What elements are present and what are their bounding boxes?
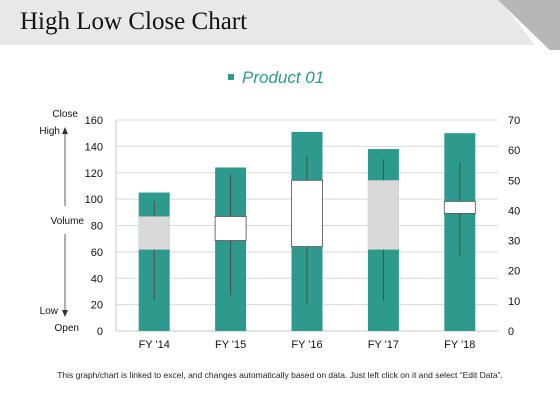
left-axis-tick-label: 20: [91, 300, 103, 312]
left-axis-tick-label: 160: [85, 115, 103, 127]
x-axis-tick-label: FY '15: [215, 339, 246, 351]
down-arrow-head: [62, 310, 68, 317]
left-axis-tick-label: 0: [97, 326, 103, 338]
x-axis-tick-label: FY '17: [368, 339, 399, 351]
side-label-close: Close: [52, 109, 78, 120]
title-bar: High Low Close Chart: [0, 0, 560, 50]
side-label-low: Low: [40, 306, 59, 317]
x-axis-tick-label: FY '18: [444, 339, 475, 351]
open-close-box: [214, 216, 247, 241]
side-label-volume: Volume: [51, 216, 85, 227]
right-axis-tick-label: 0: [508, 326, 514, 338]
right-axis-tick-label: 30: [508, 236, 520, 248]
left-axis-tick-label: 80: [91, 221, 103, 233]
slide-title: High Low Close Chart: [20, 8, 248, 35]
x-axis-tick-label: FY '16: [291, 339, 322, 351]
open-close-box: [138, 216, 170, 250]
side-label-open: Open: [55, 323, 79, 334]
left-axis-tick-label: 140: [85, 141, 103, 153]
right-axis-tick-label: 70: [508, 115, 520, 127]
up-arrow-head: [62, 127, 68, 134]
legend: Product 01: [228, 68, 324, 87]
side-label-high: High: [39, 126, 60, 137]
x-axis-tick-label: FY '14: [139, 339, 170, 351]
left-axis-tick-label: 40: [91, 273, 103, 285]
open-close-box: [367, 180, 399, 250]
footer-note: This graph/chart is linked to excel, and…: [57, 370, 503, 380]
title-bar-decoration: [0, 0, 560, 50]
right-axis-tick-label: 10: [508, 296, 520, 308]
open-close-box: [443, 200, 476, 214]
legend-marker: [228, 74, 234, 80]
left-axis-tick-label: 60: [91, 247, 103, 259]
title-corner-accent: [498, 0, 560, 50]
right-axis-tick-label: 50: [508, 175, 520, 187]
legend-label: Product 01: [242, 68, 324, 87]
right-axis-tick-label: 20: [508, 266, 520, 278]
open-close-box: [291, 179, 323, 248]
left-axis-tick-label: 100: [85, 194, 103, 206]
right-axis-tick-label: 40: [508, 205, 520, 217]
right-axis-tick-label: 60: [508, 145, 520, 157]
left-axis-tick-label: 120: [85, 168, 103, 180]
title-band: [0, 0, 535, 45]
